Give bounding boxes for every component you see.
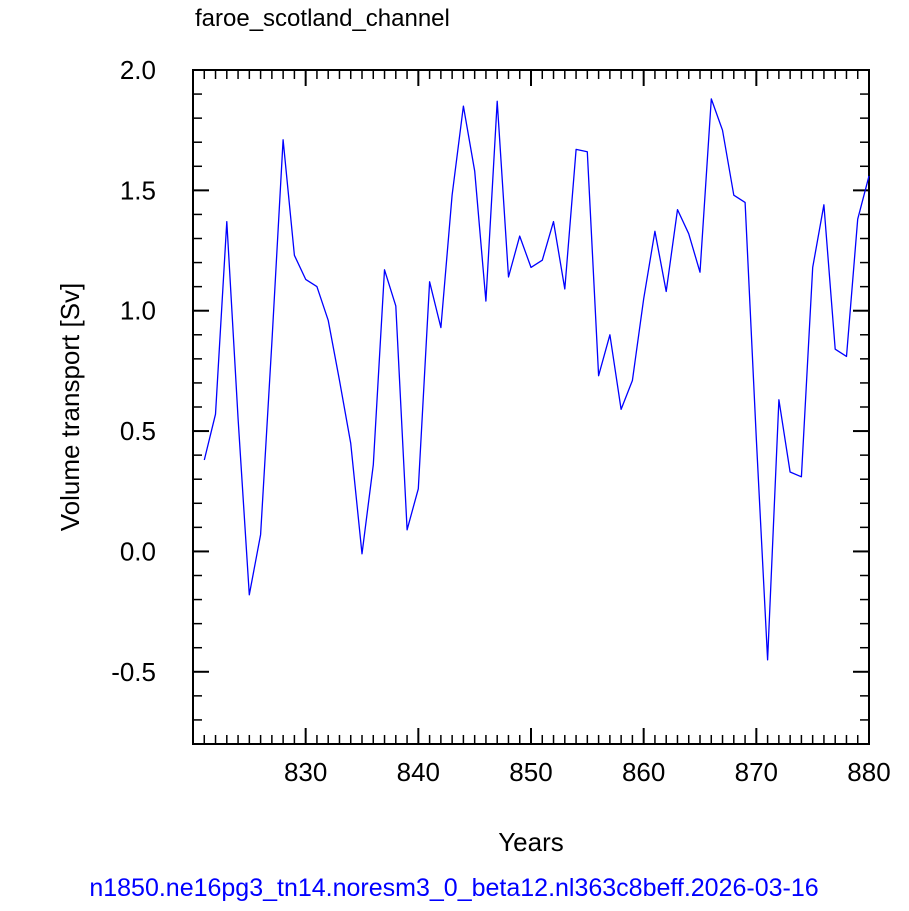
axis-ticks xyxy=(193,69,870,744)
series-line xyxy=(203,98,870,661)
x-tick-label: 830 xyxy=(284,757,327,787)
x-tick-label: 850 xyxy=(509,757,552,787)
y-tick-label: -0.5 xyxy=(111,657,156,687)
y-tick-labels: -0.5 0.0 0.5 1.0 1.5 2.0 xyxy=(111,55,156,687)
x-tick-labels: 830 840 850 860 870 880 xyxy=(284,757,891,787)
run-id-footer: n1850.ne16pg3_tn14.noresm3_0_beta12.nl36… xyxy=(89,874,818,902)
y-tick-label: 0.5 xyxy=(120,416,156,446)
x-axis-label: Years xyxy=(498,827,564,857)
y-tick-label: 2.0 xyxy=(120,55,156,85)
series-group xyxy=(203,98,870,661)
y-tick-label: 0.0 xyxy=(120,536,156,566)
chart-title: faroe_scotland_channel xyxy=(195,5,450,32)
x-tick-label: 860 xyxy=(622,757,665,787)
y-axis-label: Volume transport [Sv] xyxy=(55,283,85,532)
plot-frame xyxy=(192,69,870,745)
x-tick-label: 840 xyxy=(397,757,440,787)
y-tick-label: 1.0 xyxy=(120,296,156,326)
y-tick-label: 1.5 xyxy=(120,175,156,205)
x-tick-label: 870 xyxy=(735,757,778,787)
x-tick-label: 880 xyxy=(847,757,890,787)
